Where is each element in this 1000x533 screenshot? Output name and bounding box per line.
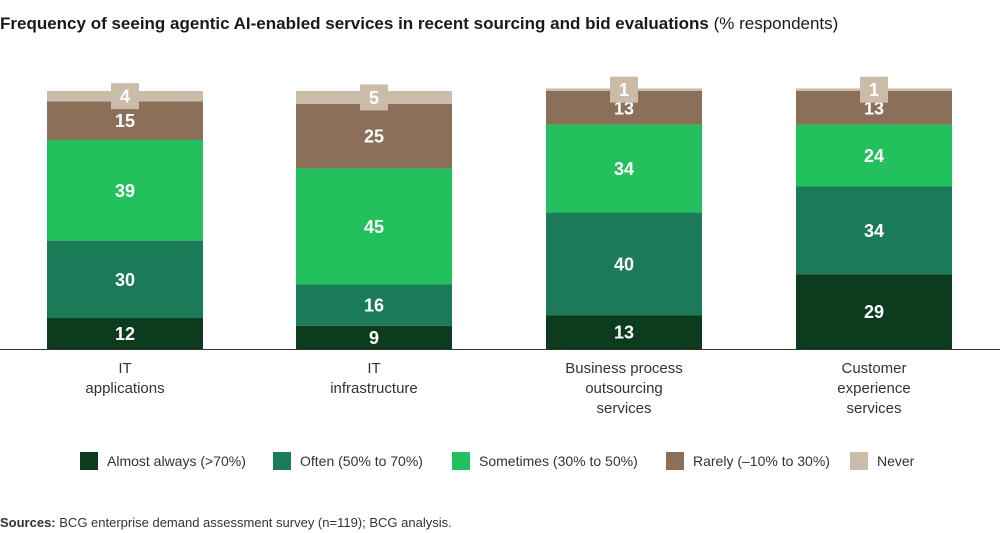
bar-segment <box>296 325 452 349</box>
category-label: Business process outsourcing services <box>565 360 683 417</box>
legend-label: Almost always (>70%) <box>107 453 246 469</box>
category-label-line: IT <box>118 360 131 377</box>
legend-item: Almost always (>70%) <box>80 452 246 470</box>
category-label-line: infrastructure <box>330 380 418 397</box>
category-label-line: experience <box>837 380 910 397</box>
category-label-line: Customer <box>841 360 906 377</box>
legend-swatch <box>666 452 684 470</box>
data-label: 12 <box>115 324 135 344</box>
legend-label: Rarely (–10% to 30%) <box>693 453 830 469</box>
bar-segment <box>47 140 203 241</box>
data-label: 15 <box>115 111 135 131</box>
bar-segment <box>546 212 702 316</box>
data-label: 13 <box>614 98 634 118</box>
data-label: 16 <box>364 296 384 316</box>
data-label: 4 <box>120 87 130 107</box>
data-label: 5 <box>369 88 379 108</box>
legend-item: Sometimes (30% to 50%) <box>452 452 638 470</box>
data-label: 34 <box>864 221 884 241</box>
data-label: 9 <box>369 328 379 348</box>
category-label: IT applications <box>85 360 164 397</box>
legend-item: Often (50% to 70%) <box>273 452 423 470</box>
bar-segment <box>546 124 702 213</box>
data-label: 25 <box>364 127 384 147</box>
legend-label: Sometimes (30% to 50%) <box>479 453 638 469</box>
data-label: 13 <box>614 323 634 343</box>
data-label-background <box>610 76 638 103</box>
data-label: 39 <box>115 181 135 201</box>
source-text: BCG enterprise demand assessment survey … <box>59 515 452 530</box>
data-label: 1 <box>619 80 629 100</box>
bar-segment <box>546 315 702 349</box>
legend-swatch <box>80 452 98 470</box>
bar-segment <box>47 240 203 319</box>
legend-swatch <box>273 452 291 470</box>
legend-swatch <box>452 452 470 470</box>
chart-legend: Almost always (>70%) Often (50% to 70%) So… <box>80 452 940 474</box>
chart-title-main: Frequency of seeing agentic AI-enabled s… <box>0 14 709 33</box>
data-label: 34 <box>614 159 634 179</box>
source-note: Sources: BCG enterprise demand assessmen… <box>0 515 452 530</box>
bar-segment <box>296 168 452 285</box>
data-label: 40 <box>614 254 634 274</box>
category-label-line: IT <box>367 360 380 377</box>
bar-segment <box>296 284 452 326</box>
category-label: IT infrastructure <box>330 360 418 397</box>
category-label: Customer experience services <box>837 360 910 417</box>
legend-item: Never <box>850 452 914 470</box>
legend-swatch <box>850 452 868 470</box>
stacked-bar-chart: 12 30 39 15 4 IT applications 9 16 45 25 5 IT infrast… <box>0 76 1000 417</box>
category-label-line: Business process <box>565 360 683 377</box>
category-label-line: outsourcing <box>585 380 663 397</box>
data-label: 29 <box>864 302 884 322</box>
data-label: 1 <box>869 80 879 100</box>
bar-segment <box>296 103 452 169</box>
category-label-line: services <box>596 400 651 417</box>
chart-title-unit: (% respondents) <box>713 14 839 33</box>
source-label: Sources: <box>0 515 56 530</box>
bar-segment <box>796 274 952 349</box>
data-label: 30 <box>115 270 135 290</box>
data-label: 24 <box>864 146 884 166</box>
legend-label: Often (50% to 70%) <box>300 453 423 469</box>
data-label: 45 <box>364 217 384 237</box>
category-label-line: services <box>846 400 901 417</box>
data-label-background <box>360 84 388 111</box>
chart-title: Frequency of seeing agentic AI-enabled s… <box>0 14 838 34</box>
bar-segment <box>796 124 952 187</box>
bar-segment <box>796 186 952 275</box>
bar-segment <box>47 318 203 349</box>
data-label: 13 <box>864 98 884 118</box>
category-label-line: applications <box>85 380 164 397</box>
data-label-background <box>111 83 139 110</box>
data-label-background <box>860 76 888 103</box>
legend-label: Never <box>877 453 915 469</box>
legend-item: Rarely (–10% to 30%) <box>666 452 830 470</box>
